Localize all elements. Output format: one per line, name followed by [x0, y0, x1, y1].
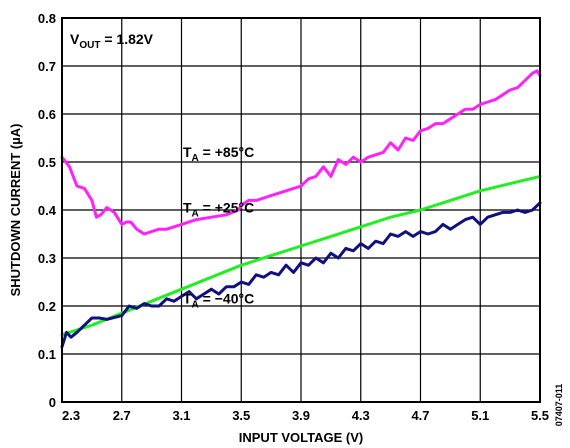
y-tick-label: 0.8 [38, 11, 56, 26]
series-label-rest: = +25°C [199, 199, 254, 215]
series-label-rest: = −40°C [199, 291, 254, 307]
x-tick-label: 4.7 [411, 408, 429, 423]
x-axis-label: INPUT VOLTAGE (V) [239, 430, 363, 445]
x-tick-label: 3.1 [172, 408, 190, 423]
y-tick-label: 0.3 [38, 251, 56, 266]
vout-annotation: VOUT = 1.82V [70, 31, 154, 51]
x-tick-label: 2.7 [113, 408, 131, 423]
x-tick-label: 5.1 [471, 408, 489, 423]
series-label-1: TA = +25°C [183, 199, 254, 219]
vout-annotation-sub: OUT [79, 40, 100, 51]
series-line-2 [60, 201, 542, 349]
series-label-sub: A [192, 300, 199, 311]
y-tick-label: 0.4 [38, 203, 57, 218]
tick-labels: 2.3 2.7 3.1 3.5 3.9 4.3 4.7 5.1 5.5 0 0.1 0.2 0.3 0.4… [38, 11, 549, 423]
series-lines [60, 69, 542, 349]
y-tick-label: 0.6 [38, 107, 56, 122]
y-tick-label: 0.2 [38, 299, 56, 314]
series-label-main: T [183, 144, 192, 160]
series-label-sub: A [192, 208, 199, 219]
series-label-main: T [183, 199, 192, 215]
series-label-2: TA = −40°C [183, 291, 254, 311]
plot-frame [61, 17, 541, 403]
vout-annotation-main: V [70, 31, 80, 47]
y-tick-label: 0.1 [38, 347, 56, 362]
series-line-0 [60, 69, 542, 236]
vout-annotation-rest: = 1.82V [100, 31, 153, 47]
x-tick-label: 3.5 [232, 408, 250, 423]
series-label-0: TA = +85°C [183, 144, 254, 164]
series-labels: TA = +85°CTA = +25°CTA = −40°C [183, 144, 254, 310]
series-label-sub: A [192, 153, 199, 164]
series-label-main: T [183, 291, 192, 307]
y-tick-label: 0.7 [38, 59, 56, 74]
x-tick-label: 3.9 [292, 408, 310, 423]
y-axis-label: SHUTDOWN CURRENT (µA) [8, 124, 23, 297]
figure-id: 07407-011 [554, 384, 564, 427]
x-tick-label: 4.3 [352, 408, 370, 423]
y-tick-label: 0 [49, 395, 56, 410]
series-label-rest: = +85°C [199, 144, 254, 160]
x-tick-label: 5.5 [531, 408, 549, 423]
y-tick-label: 0.5 [38, 155, 56, 170]
x-tick-label: 2.3 [62, 408, 80, 423]
